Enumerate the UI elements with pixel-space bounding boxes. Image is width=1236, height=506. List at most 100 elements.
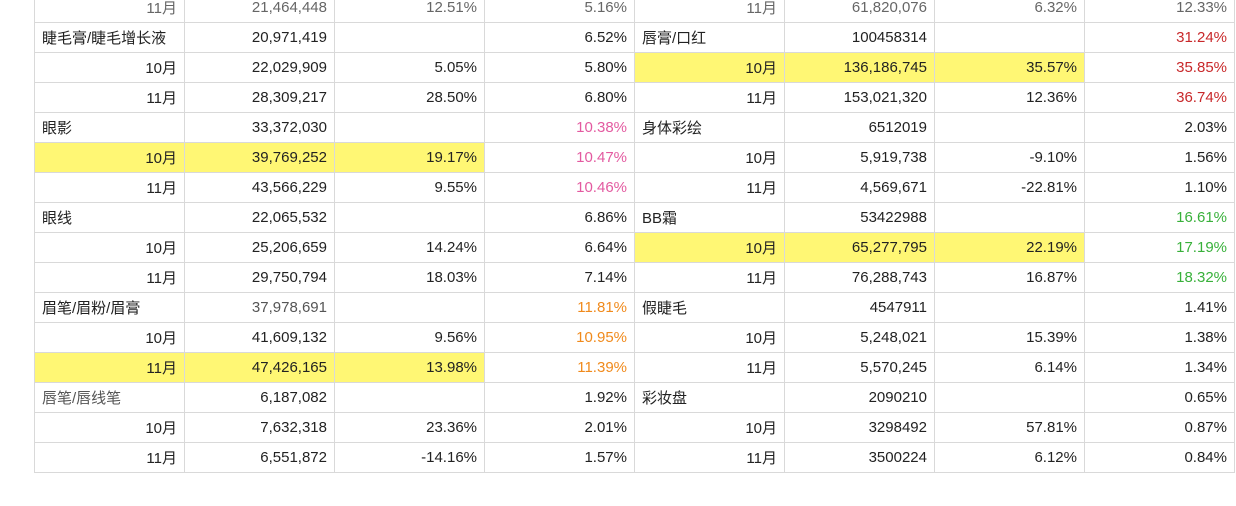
month-cell[interactable]: 11月 bbox=[634, 0, 785, 23]
sales-cell[interactable]: 25,206,659 bbox=[184, 232, 335, 263]
month-cell[interactable]: 11月 bbox=[34, 262, 185, 293]
month-cell[interactable]: 11月 bbox=[34, 82, 185, 113]
growth-cell[interactable]: 35.57% bbox=[934, 52, 1085, 83]
category-cell[interactable]: 唇笔/唇线笔 bbox=[34, 382, 185, 413]
category-cell[interactable]: 彩妆盘 bbox=[634, 382, 785, 413]
share-cell[interactable]: 2.01% bbox=[484, 412, 635, 443]
sales-cell[interactable]: 7,632,318 bbox=[184, 412, 335, 443]
growth-cell[interactable] bbox=[334, 382, 485, 413]
share-cell[interactable]: 7.14% bbox=[484, 262, 635, 293]
sales-cell[interactable]: 4547911 bbox=[784, 292, 935, 323]
growth-cell[interactable]: 13.98% bbox=[334, 352, 485, 383]
sales-cell[interactable]: 33,372,030 bbox=[184, 112, 335, 143]
sales-cell[interactable]: 22,065,532 bbox=[184, 202, 335, 233]
growth-cell[interactable] bbox=[934, 202, 1085, 233]
share-cell[interactable]: 6.64% bbox=[484, 232, 635, 263]
growth-cell[interactable] bbox=[334, 202, 485, 233]
growth-cell[interactable] bbox=[334, 22, 485, 53]
growth-cell[interactable]: 18.03% bbox=[334, 262, 485, 293]
growth-cell[interactable]: 6.12% bbox=[934, 442, 1085, 473]
growth-cell[interactable] bbox=[934, 292, 1085, 323]
share-cell[interactable]: 0.84% bbox=[1084, 442, 1235, 473]
growth-cell[interactable]: 12.36% bbox=[934, 82, 1085, 113]
month-cell[interactable]: 10月 bbox=[34, 52, 185, 83]
growth-cell[interactable]: 5.05% bbox=[334, 52, 485, 83]
growth-cell[interactable] bbox=[934, 112, 1085, 143]
share-cell[interactable]: 12.33% bbox=[1084, 0, 1235, 23]
category-cell[interactable]: 眉笔/眉粉/眉膏 bbox=[34, 292, 185, 323]
growth-cell[interactable]: 23.36% bbox=[334, 412, 485, 443]
growth-cell[interactable]: 12.51% bbox=[334, 0, 485, 23]
growth-cell[interactable]: 16.87% bbox=[934, 262, 1085, 293]
share-cell[interactable]: 6.80% bbox=[484, 82, 635, 113]
sales-cell[interactable]: 4,569,671 bbox=[784, 172, 935, 203]
growth-cell[interactable]: 28.50% bbox=[334, 82, 485, 113]
share-cell[interactable]: 10.46% bbox=[484, 172, 635, 203]
growth-cell[interactable]: 6.14% bbox=[934, 352, 1085, 383]
growth-cell[interactable]: 19.17% bbox=[334, 142, 485, 173]
sales-cell[interactable]: 29,750,794 bbox=[184, 262, 335, 293]
month-cell[interactable]: 10月 bbox=[634, 412, 785, 443]
share-cell[interactable]: 1.41% bbox=[1084, 292, 1235, 323]
sales-cell[interactable]: 28,309,217 bbox=[184, 82, 335, 113]
share-cell[interactable]: 31.24% bbox=[1084, 22, 1235, 53]
share-cell[interactable]: 5.16% bbox=[484, 0, 635, 23]
month-cell[interactable]: 11月 bbox=[34, 442, 185, 473]
growth-cell[interactable]: 6.32% bbox=[934, 0, 1085, 23]
month-cell[interactable]: 11月 bbox=[634, 82, 785, 113]
share-cell[interactable]: 6.52% bbox=[484, 22, 635, 53]
sales-cell[interactable]: 20,971,419 bbox=[184, 22, 335, 53]
share-cell[interactable]: 2.03% bbox=[1084, 112, 1235, 143]
growth-cell[interactable]: 57.81% bbox=[934, 412, 1085, 443]
category-cell[interactable]: 眼影 bbox=[34, 112, 185, 143]
category-cell[interactable]: BB霜 bbox=[634, 202, 785, 233]
share-cell[interactable]: 36.74% bbox=[1084, 82, 1235, 113]
share-cell[interactable]: 17.19% bbox=[1084, 232, 1235, 263]
month-cell[interactable]: 11月 bbox=[634, 352, 785, 383]
sales-cell[interactable]: 53422988 bbox=[784, 202, 935, 233]
share-cell[interactable]: 0.87% bbox=[1084, 412, 1235, 443]
share-cell[interactable]: 10.47% bbox=[484, 142, 635, 173]
month-cell[interactable]: 10月 bbox=[634, 142, 785, 173]
month-cell[interactable]: 10月 bbox=[634, 322, 785, 353]
month-cell[interactable]: 11月 bbox=[34, 352, 185, 383]
growth-cell[interactable] bbox=[934, 382, 1085, 413]
share-cell[interactable]: 18.32% bbox=[1084, 262, 1235, 293]
month-cell[interactable]: 11月 bbox=[34, 0, 185, 23]
category-cell[interactable]: 唇膏/口红 bbox=[634, 22, 785, 53]
share-cell[interactable]: 1.38% bbox=[1084, 322, 1235, 353]
sales-cell[interactable]: 21,464,448 bbox=[184, 0, 335, 23]
sales-cell[interactable]: 76,288,743 bbox=[784, 262, 935, 293]
growth-cell[interactable] bbox=[334, 112, 485, 143]
growth-cell[interactable]: -14.16% bbox=[334, 442, 485, 473]
growth-cell[interactable]: 9.55% bbox=[334, 172, 485, 203]
sales-cell[interactable]: 3500224 bbox=[784, 442, 935, 473]
sales-cell[interactable]: 47,426,165 bbox=[184, 352, 335, 383]
month-cell[interactable]: 10月 bbox=[34, 322, 185, 353]
sales-cell[interactable]: 61,820,076 bbox=[784, 0, 935, 23]
share-cell[interactable]: 0.65% bbox=[1084, 382, 1235, 413]
sales-cell[interactable]: 136,186,745 bbox=[784, 52, 935, 83]
month-cell[interactable]: 11月 bbox=[634, 172, 785, 203]
sales-cell[interactable]: 39,769,252 bbox=[184, 142, 335, 173]
share-cell[interactable]: 10.95% bbox=[484, 322, 635, 353]
month-cell[interactable]: 10月 bbox=[34, 232, 185, 263]
category-cell[interactable]: 身体彩绘 bbox=[634, 112, 785, 143]
share-cell[interactable]: 1.10% bbox=[1084, 172, 1235, 203]
growth-cell[interactable]: -9.10% bbox=[934, 142, 1085, 173]
growth-cell[interactable]: 14.24% bbox=[334, 232, 485, 263]
month-cell[interactable]: 10月 bbox=[34, 142, 185, 173]
share-cell[interactable]: 1.57% bbox=[484, 442, 635, 473]
month-cell[interactable]: 10月 bbox=[634, 52, 785, 83]
sales-cell[interactable]: 2090210 bbox=[784, 382, 935, 413]
share-cell[interactable]: 35.85% bbox=[1084, 52, 1235, 83]
growth-cell[interactable]: 22.19% bbox=[934, 232, 1085, 263]
sales-cell[interactable]: 5,248,021 bbox=[784, 322, 935, 353]
month-cell[interactable]: 10月 bbox=[34, 412, 185, 443]
sales-cell[interactable]: 153,021,320 bbox=[784, 82, 935, 113]
share-cell[interactable]: 1.92% bbox=[484, 382, 635, 413]
month-cell[interactable]: 11月 bbox=[634, 262, 785, 293]
category-cell[interactable]: 眼线 bbox=[34, 202, 185, 233]
growth-cell[interactable]: -22.81% bbox=[934, 172, 1085, 203]
sales-cell[interactable]: 100458314 bbox=[784, 22, 935, 53]
